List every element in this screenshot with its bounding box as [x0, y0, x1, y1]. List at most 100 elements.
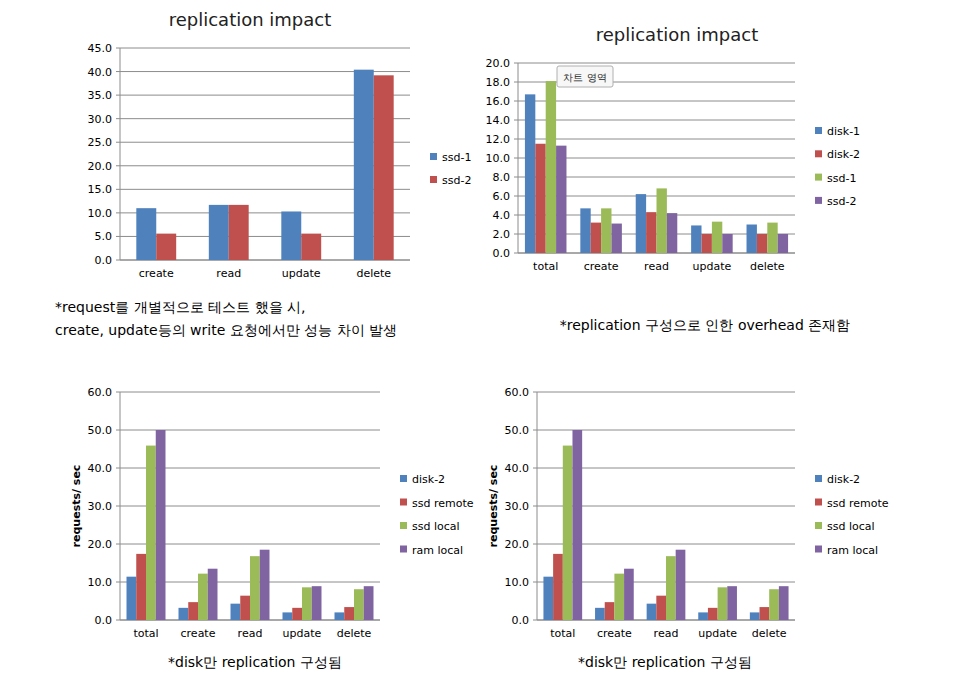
bar — [563, 446, 573, 620]
tick-mark — [116, 468, 120, 469]
bar — [778, 234, 788, 253]
tick-label: 8.0 — [493, 171, 511, 184]
bar — [556, 146, 566, 253]
legend-swatch — [400, 546, 407, 553]
bar — [525, 94, 535, 253]
tick-label: 40.0 — [88, 66, 113, 79]
category-label: create — [597, 627, 632, 640]
bar — [760, 607, 770, 620]
bar — [718, 587, 728, 620]
tick-label: 0.0 — [95, 254, 113, 267]
bars — [525, 81, 788, 253]
tick-label: 10.0 — [505, 576, 530, 589]
tick-mark — [116, 48, 120, 49]
grid-line — [120, 48, 410, 49]
tick-mark — [116, 189, 120, 190]
bar — [156, 430, 166, 620]
legend-label: ssd remote — [412, 497, 474, 510]
tick-mark — [116, 260, 120, 261]
bar — [335, 612, 345, 620]
legend-label: disk-1 — [827, 125, 860, 138]
tick-label: 50.0 — [505, 424, 530, 437]
tooltip-text: 차트 영역 — [563, 72, 606, 83]
chart: replication impact0.02.04.06.08.010.012.… — [486, 24, 861, 333]
legend-label: disk-2 — [412, 473, 445, 486]
legend-swatch — [400, 522, 407, 529]
tick-mark — [514, 101, 518, 102]
bar — [698, 612, 708, 620]
tick-mark — [116, 71, 120, 72]
tick-mark — [514, 120, 518, 121]
tick-mark — [514, 63, 518, 64]
page: {"chart_data": [ {"type": "bar", "title"… — [0, 0, 961, 683]
tick-label: 20.0 — [88, 538, 113, 551]
grid-line — [518, 139, 795, 140]
chart: 0.010.020.030.040.050.060.0requests/ sec… — [487, 386, 889, 670]
caption: create, update등의 write 요청에서만 성능 차이 발생 — [55, 322, 397, 338]
category-label: update — [282, 267, 321, 280]
legend-label: ram local — [412, 544, 463, 557]
tooltip: 차트 영역 — [557, 66, 613, 87]
bar — [722, 234, 732, 253]
category-label: update — [693, 260, 732, 273]
bar — [605, 602, 615, 620]
bar — [283, 612, 293, 620]
bar — [712, 222, 722, 253]
tick-mark — [116, 142, 120, 143]
figure: replication impact0.05.010.015.020.025.0… — [0, 0, 961, 683]
category-label: read — [644, 260, 669, 273]
bars — [136, 70, 393, 260]
grid-line — [518, 63, 795, 64]
category-label: delete — [752, 627, 787, 640]
bar — [779, 586, 789, 620]
bar — [580, 208, 590, 253]
bar — [666, 556, 676, 620]
caption: *replication 구성으로 인한 overhead 존재함 — [560, 317, 851, 333]
legend-label: ssd remote — [827, 497, 889, 510]
legend-label: ssd-1 — [827, 172, 856, 185]
tick-label: 60.0 — [505, 386, 530, 399]
tick-label: 16.0 — [486, 95, 511, 108]
caption: *disk만 replication 구성됨 — [578, 654, 752, 670]
tick-mark — [514, 196, 518, 197]
legend-label: ram local — [827, 544, 878, 557]
category-label: update — [283, 627, 322, 640]
bar — [591, 223, 601, 253]
grid-line — [518, 101, 795, 102]
tick-mark — [116, 118, 120, 119]
bar — [656, 596, 666, 620]
tooltip-box — [557, 66, 613, 87]
category-label: create — [584, 260, 619, 273]
bar — [647, 604, 657, 620]
y-axis — [518, 63, 519, 253]
category-label: read — [654, 627, 679, 640]
category-label: create — [181, 627, 216, 640]
bar — [572, 430, 582, 620]
legend-swatch — [815, 499, 822, 506]
tick-mark — [514, 215, 518, 216]
bar — [702, 234, 712, 253]
bar — [292, 608, 302, 620]
tick-label: 50.0 — [88, 424, 113, 437]
bar — [708, 608, 718, 620]
bar — [769, 589, 779, 620]
tick-mark — [514, 253, 518, 254]
bar — [747, 225, 757, 254]
bar — [127, 577, 137, 620]
tick-label: 0.0 — [95, 614, 113, 627]
legend-label: ssd-2 — [827, 195, 856, 208]
bar — [667, 213, 677, 253]
bar — [676, 550, 686, 620]
legend-swatch — [430, 176, 437, 183]
bar — [354, 70, 374, 260]
bars — [127, 430, 374, 620]
tick-label: 25.0 — [88, 136, 113, 149]
bar — [354, 589, 364, 620]
bar — [281, 211, 301, 260]
caption: *request를 개별적으로 테스트 했을 시, — [55, 299, 305, 315]
tick-mark — [514, 158, 518, 159]
category-label: update — [698, 627, 737, 640]
bar — [601, 208, 611, 253]
tick-label: 40.0 — [88, 462, 113, 475]
tick-mark — [533, 544, 537, 545]
